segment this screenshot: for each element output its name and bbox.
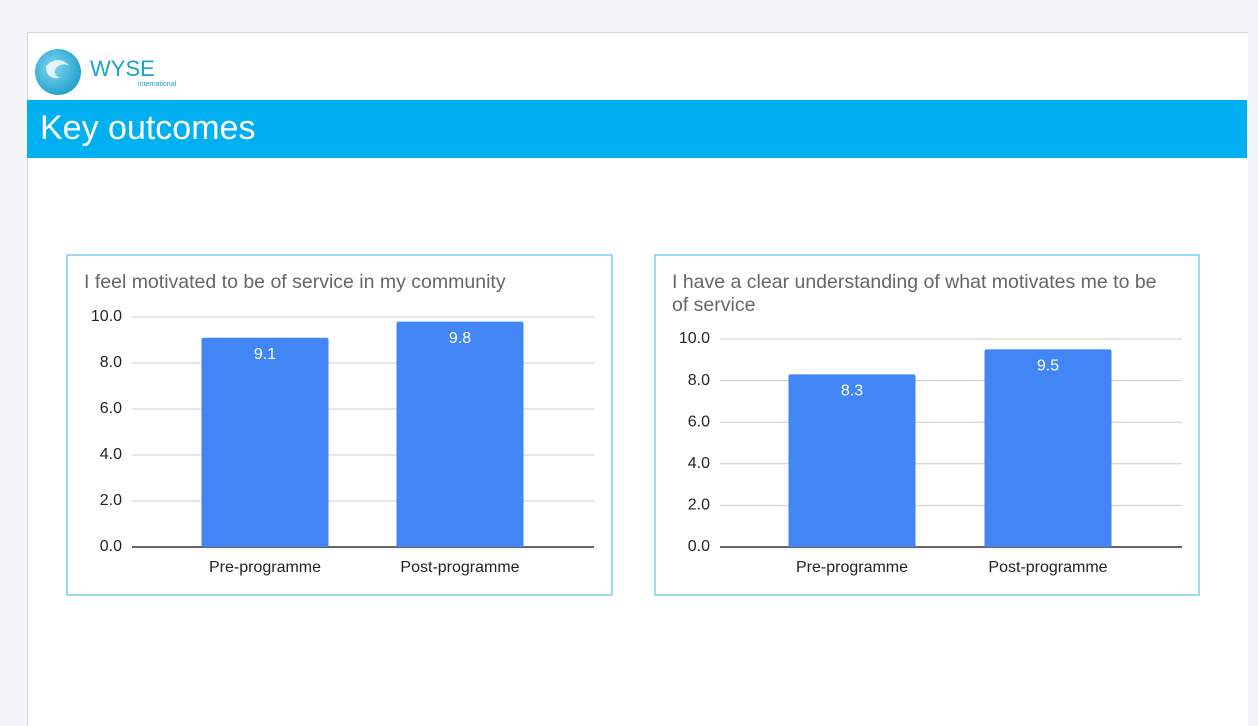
y-tick-label: 4.0 bbox=[688, 455, 710, 472]
logo-subtext: international bbox=[138, 81, 177, 88]
bar bbox=[984, 349, 1112, 547]
data-label: 9.8 bbox=[449, 330, 471, 347]
y-tick-label: 8.0 bbox=[688, 372, 710, 389]
chart-frame bbox=[66, 254, 613, 596]
chart-title: I feel motivated to be of service in my … bbox=[84, 271, 506, 293]
y-tick-label: 0.0 bbox=[100, 538, 122, 555]
x-tick-label: Pre-programme bbox=[209, 559, 321, 576]
y-tick-label: 2.0 bbox=[100, 492, 122, 509]
bar bbox=[788, 374, 916, 547]
chart-frame bbox=[654, 254, 1200, 596]
data-label: 9.5 bbox=[1037, 358, 1059, 375]
logo-icon bbox=[35, 49, 81, 95]
x-tick-label: Post-programme bbox=[988, 559, 1107, 576]
y-tick-label: 8.0 bbox=[100, 354, 122, 371]
y-tick-label: 6.0 bbox=[100, 400, 122, 417]
y-tick-label: 4.0 bbox=[100, 446, 122, 463]
y-tick-label: 10.0 bbox=[679, 330, 710, 347]
chart-title: I have a clear understanding of what mot… bbox=[672, 271, 1157, 316]
bar bbox=[396, 321, 524, 547]
logo-swirl bbox=[46, 60, 70, 79]
data-label: 9.1 bbox=[254, 346, 276, 363]
y-tick-label: 10.0 bbox=[91, 308, 122, 325]
x-tick-label: Pre-programme bbox=[796, 559, 908, 576]
y-tick-label: 6.0 bbox=[688, 413, 710, 430]
x-tick-label: Post-programme bbox=[400, 559, 519, 576]
y-tick-label: 2.0 bbox=[688, 497, 710, 514]
slide-title: Key outcomes bbox=[40, 109, 255, 147]
bar bbox=[201, 337, 329, 547]
y-tick-label: 0.0 bbox=[688, 538, 710, 555]
data-label: 8.3 bbox=[841, 383, 863, 400]
logo-text: WYSE bbox=[90, 56, 155, 81]
title-bar bbox=[27, 100, 1247, 158]
